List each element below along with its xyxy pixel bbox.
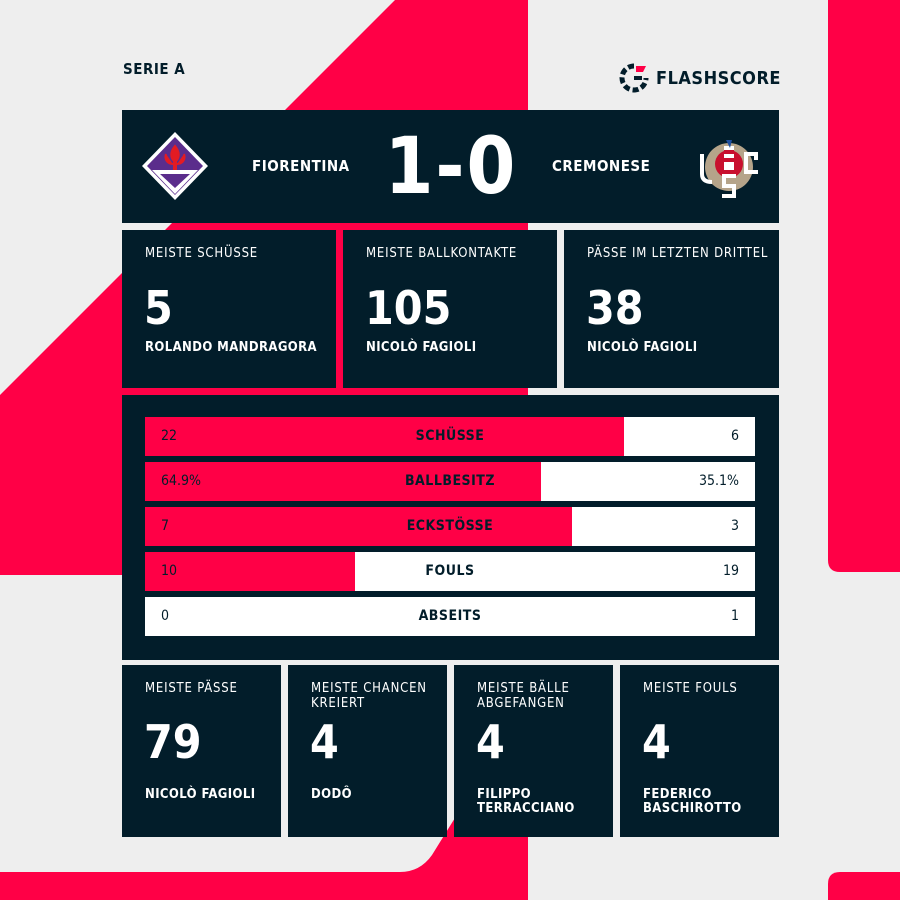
flashscore-logo: FLASHSCORE: [618, 62, 781, 94]
brand-name: FLASHSCORE: [656, 67, 781, 89]
stat-home-value: 10: [161, 563, 178, 579]
stat-card-label: MEISTE BÄLLE ABGEFANGEN: [477, 681, 570, 711]
stat-bar: 64.9% BALLBESITZ 35.1%: [145, 462, 755, 501]
away-team-name: CREMONESE: [552, 157, 651, 175]
stat-card: MEISTE BÄLLE ABGEFANGEN 4 FILIPPO TERRAC…: [454, 665, 613, 837]
stat-card-player: ROLANDO MANDRAGORA: [145, 340, 318, 355]
stat-card-value: 4: [642, 715, 671, 769]
stat-bar-home-fill: [145, 417, 625, 456]
stat-card-value: 38: [586, 281, 644, 335]
stat-card-label: MEISTE BALLKONTAKTE: [366, 246, 518, 261]
fiorentina-crest-icon: [142, 132, 208, 200]
stat-bar: 22 SCHÜSSE 6: [145, 417, 755, 456]
stat-card-label: MEISTE FOULS: [643, 681, 738, 696]
stat-name: FOULS: [425, 563, 475, 579]
stat-away-value: 6: [730, 428, 739, 444]
stat-name: BALLBESITZ: [404, 473, 496, 489]
stat-bar: 7 ECKSTÖSSE 3: [145, 507, 755, 546]
stat-bar: 0 ABSEITS 1: [145, 597, 755, 636]
stat-bar-home-fill: [145, 507, 572, 546]
stat-bar-home-fill: [145, 462, 541, 501]
stat-card-value: 4: [310, 715, 339, 769]
stat-card-label: MEISTE CHANCEN KREIERT: [311, 681, 427, 711]
stat-card-player: FEDERICO BASCHIROTTO: [643, 787, 742, 816]
stat-card-value: 105: [365, 281, 452, 335]
stat-bar-home-fill: [145, 552, 356, 591]
stat-card-value: 5: [144, 281, 173, 335]
stat-card-value: 4: [476, 715, 505, 769]
stat-name: ABSEITS: [418, 608, 482, 624]
stat-card-player: FILIPPO TERRACCIANO: [477, 787, 575, 816]
scoreboard: FIORENTINA 1-0 CREMONESE: [122, 110, 779, 223]
stat-name: ECKSTÖSSE: [406, 518, 494, 534]
cremonese-crest-icon: [700, 140, 758, 198]
stat-name: SCHÜSSE: [415, 428, 485, 444]
stat-card-value: 79: [144, 715, 202, 769]
stat-card-player: DODÔ: [311, 787, 352, 802]
stat-card: MEISTE PÄSSE 79 NICOLÒ FAGIOLI: [122, 665, 281, 837]
stat-away-value: 3: [730, 518, 739, 534]
stat-card-label: MEISTE SCHÜSSE: [145, 246, 258, 261]
flashscore-icon: [619, 63, 649, 93]
stat-card-player: NICOLÒ FAGIOLI: [587, 340, 698, 355]
stat-home-value: 64.9%: [161, 473, 202, 489]
stat-away-value: 35.1%: [698, 473, 739, 489]
stat-card: MEISTE SCHÜSSE 5 ROLANDO MANDRAGORA: [122, 230, 336, 388]
match-score: 1-0: [384, 122, 518, 212]
stat-bar: 10 FOULS 19: [145, 552, 755, 591]
league-title: SERIE A: [123, 60, 186, 78]
stat-home-value: 0: [161, 608, 170, 624]
stat-card-player: NICOLÒ FAGIOLI: [366, 340, 477, 355]
stat-card: PÄSSE IM LETZTEN DRITTEL 38 NICOLÒ FAGIO…: [564, 230, 779, 388]
stat-card: MEISTE BALLKONTAKTE 105 NICOLÒ FAGIOLI: [343, 230, 557, 388]
stat-card: MEISTE CHANCEN KREIERT 4 DODÔ: [288, 665, 447, 837]
stat-card-label: PÄSSE IM LETZTEN DRITTEL: [587, 246, 769, 261]
stat-home-value: 7: [161, 518, 170, 534]
stat-away-value: 1: [730, 608, 739, 624]
stat-card-label: MEISTE PÄSSE: [145, 681, 238, 696]
stat-card-player: NICOLÒ FAGIOLI: [145, 787, 256, 802]
stat-card: MEISTE FOULS 4 FEDERICO BASCHIROTTO: [620, 665, 779, 837]
stat-home-value: 22: [161, 428, 178, 444]
home-team-name: FIORENTINA: [252, 157, 350, 175]
stat-away-value: 19: [722, 563, 739, 579]
